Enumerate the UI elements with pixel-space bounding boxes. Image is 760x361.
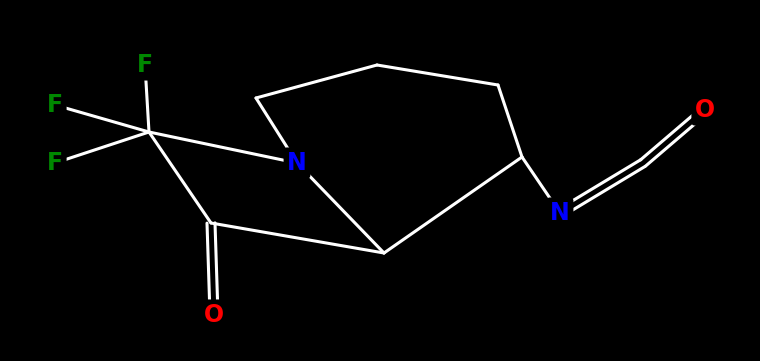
- Text: F: F: [137, 53, 153, 77]
- Text: F: F: [47, 93, 63, 117]
- Text: N: N: [550, 201, 570, 225]
- Text: N: N: [287, 151, 307, 175]
- Text: F: F: [47, 151, 63, 175]
- Text: O: O: [204, 303, 224, 327]
- Text: O: O: [695, 98, 715, 122]
